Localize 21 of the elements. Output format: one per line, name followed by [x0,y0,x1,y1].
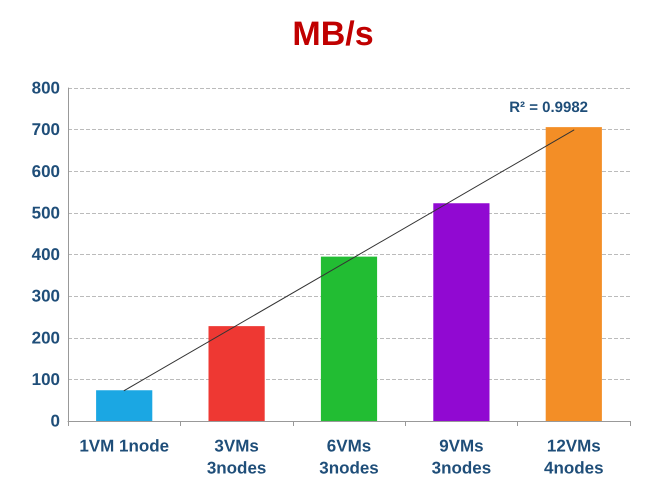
y-tick-label: 100 [32,370,60,389]
y-tick-label: 300 [32,286,60,306]
bar [546,127,602,421]
x-tick-label: 1VM 1node [79,436,170,456]
bar [208,326,265,421]
x-tick-label: 6VMs 3nodes [319,436,379,478]
y-tick-label: 400 [32,245,60,264]
y-tick-label: 200 [32,328,60,348]
bar [433,203,490,421]
y-tick-label: 500 [32,203,60,222]
y-tick-label: 600 [32,162,60,181]
y-tick-label: 700 [32,120,60,140]
x-tick-label: 9VMs 3nodes [432,436,492,478]
annotation: R² = 0.9982 [509,99,588,116]
bar [320,256,378,421]
x-tick-label: 12VMs 4nodes [544,436,604,478]
x-tick-label: 3VMs 3nodes [206,436,266,478]
bar [96,390,152,421]
y-tick-label: 800 [32,78,60,98]
chart-title: MB/s [292,15,374,53]
y-tick-label: 0 [50,412,60,430]
